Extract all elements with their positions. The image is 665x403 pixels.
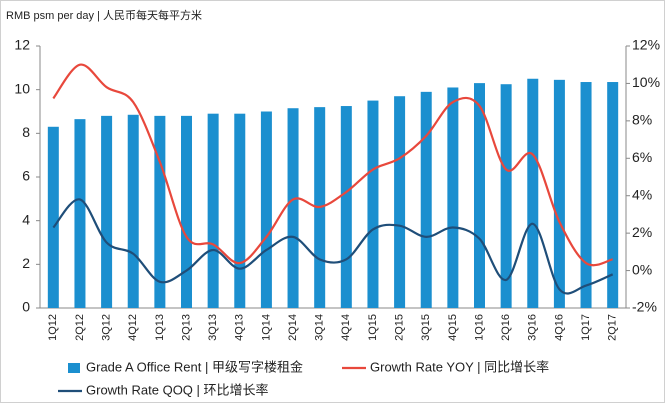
bar (154, 115, 166, 308)
y-tick-label: 2 (22, 255, 30, 271)
y2-tick-label: -2% (632, 299, 657, 315)
line-series (52, 198, 614, 295)
y2-tick-label: 2% (632, 224, 652, 240)
x-tick-label: 4Q15 (447, 314, 459, 341)
x-tick-label: 3Q14 (314, 314, 326, 341)
x-tick-label: 1Q13 (154, 314, 166, 341)
chart-subtitle: RMB psm per day | 人民币每天每平方米 (6, 8, 202, 22)
bar (447, 87, 459, 308)
x-tick-label: 3Q12 (100, 314, 112, 341)
x-tick-label: 2Q15 (393, 314, 405, 341)
bar (127, 114, 139, 309)
x-tick-label: 4Q13 (234, 314, 246, 341)
y2-tick-label: 10% (632, 74, 660, 90)
y-tick-label: 10 (14, 80, 30, 96)
x-tick-label: 2Q13 (180, 314, 192, 341)
bar (340, 106, 352, 309)
bar (367, 100, 379, 308)
y2-tick-label: 8% (632, 112, 652, 128)
bar (474, 83, 485, 308)
x-tick-label: 4Q12 (127, 314, 139, 341)
bar (580, 82, 592, 309)
y2-tick-label: 4% (632, 186, 652, 202)
bar (607, 82, 619, 309)
x-tick-label: 2Q14 (287, 314, 299, 341)
x-tick-label: 3Q16 (527, 314, 539, 341)
x-tick-label: 1Q16 (473, 314, 485, 341)
y2-tick-label: 6% (632, 149, 652, 165)
bar (260, 111, 272, 308)
bar (234, 113, 246, 308)
y-tick-label: 6 (22, 168, 30, 184)
line-series (52, 63, 613, 267)
x-tick-label: 1Q17 (580, 314, 592, 341)
bar (47, 126, 59, 309)
bar (420, 91, 432, 308)
y2-tick-label: 12% (632, 37, 660, 53)
x-tick-label: 1Q14 (260, 314, 272, 341)
x-tick-label: 2Q17 (607, 314, 619, 341)
y-tick-label: 4 (22, 211, 30, 227)
bar (207, 113, 219, 308)
bar (74, 119, 86, 309)
bar (553, 79, 565, 308)
bar (394, 96, 406, 308)
legend-label: Grade A Office Rent | 甲级写字楼租金 (86, 359, 303, 374)
bar (287, 108, 299, 308)
y-tick-label: 12 (14, 37, 30, 53)
x-tick-label: 4Q14 (340, 314, 352, 341)
bar (527, 78, 539, 308)
legend-swatch (68, 363, 80, 373)
y2-tick-label: 0% (632, 261, 652, 277)
x-tick-label: 2Q12 (74, 314, 86, 341)
x-tick-label: 1Q15 (367, 314, 379, 341)
bar (500, 84, 512, 308)
y-tick-label: 0 (22, 299, 30, 315)
x-tick-label: 1Q12 (47, 314, 59, 341)
x-tick-label: 3Q13 (207, 314, 219, 341)
bar (101, 115, 113, 308)
y-tick-label: 8 (22, 124, 30, 140)
legend-label: Growth Rate QOQ | 环比增长率 (86, 382, 269, 397)
x-tick-label: 3Q15 (420, 314, 432, 341)
x-tick-label: 4Q16 (553, 314, 565, 341)
bar (181, 115, 192, 308)
legend-label: Growth Rate YOY | 同比增长率 (370, 359, 549, 374)
x-tick-label: 2Q16 (500, 314, 512, 341)
